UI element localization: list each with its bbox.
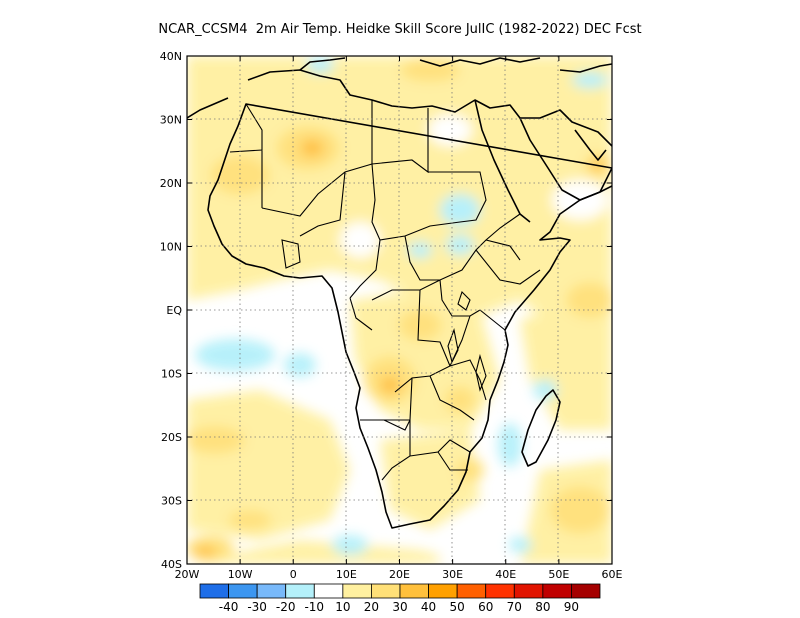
colorbar-label: 60 — [478, 600, 493, 614]
colorbar-label: 10 — [335, 600, 350, 614]
x-tick-label: 20W — [175, 568, 200, 581]
skill-score-field — [187, 56, 612, 564]
x-tick-label: 20E — [389, 568, 410, 581]
colorbar-swatch — [428, 583, 458, 599]
colorbar-swatch — [542, 583, 572, 599]
colorbar-swatch — [399, 583, 429, 599]
colorbar: -40 -30 -20 -10 10 20 30 40 50 60 70 80 90 — [199, 583, 601, 614]
y-tick-label: 30S — [161, 495, 182, 508]
colorbar-label: 50 — [450, 600, 465, 614]
y-tick-label: 10N — [160, 241, 182, 254]
y-tick-label: EQ — [166, 304, 182, 317]
x-tick-label: 50E — [548, 568, 569, 581]
y-tick-label: 30N — [160, 114, 182, 127]
y-tick-label: 40N — [160, 50, 182, 63]
colorbar-label: 40 — [421, 600, 436, 614]
x-tick-label: 10E — [336, 568, 357, 581]
x-tick-label: 60E — [602, 568, 623, 581]
colorbar-swatch — [513, 583, 544, 599]
x-tick-label: 10W — [228, 568, 253, 581]
coastlines-borders — [187, 57, 612, 529]
y-tick-label: 40S — [161, 558, 182, 571]
x-tick-label: 40E — [495, 568, 516, 581]
y-tick-label: 10S — [161, 368, 182, 381]
x-axis: 20W 10W 0 10E 20E 30E 40E 50E 60E — [175, 568, 623, 581]
colorbar-label: 20 — [364, 600, 379, 614]
colorbar-swatch — [285, 583, 315, 599]
x-tick-label: 0 — [290, 568, 297, 581]
colorbar-label: -10 — [304, 600, 324, 614]
y-axis: 40N 30N 20N 10N EQ 10S 20S 30S 40S — [160, 50, 183, 571]
colorbar-label: 30 — [392, 600, 407, 614]
colorbar-label: 90 — [564, 600, 579, 614]
colorbar-swatch — [256, 583, 287, 599]
colorbar-swatch — [485, 583, 515, 599]
y-tick-label: 20N — [160, 177, 182, 190]
colorbar-swatch — [571, 583, 601, 599]
colorbar-label: -40 — [219, 600, 239, 614]
colorbar-label: 70 — [507, 600, 522, 614]
y-tick-label: 20S — [161, 431, 182, 444]
colorbar-label: -20 — [276, 600, 296, 614]
colorbar-swatch — [456, 583, 487, 599]
colorbar-swatch — [371, 583, 401, 599]
colorbar-label: -30 — [247, 600, 267, 614]
colorbar-label: 80 — [535, 600, 550, 614]
colorbar-swatch — [342, 583, 372, 599]
chart-title: NCAR_CCSM4 2m Air Temp. Heidke Skill Sco… — [158, 22, 642, 37]
tick-marks — [186, 55, 613, 565]
colorbar-swatch — [228, 583, 258, 599]
x-tick-label: 30E — [442, 568, 463, 581]
map-grid — [187, 56, 612, 564]
colorbar-swatch — [199, 583, 229, 599]
colorbar-swatch — [313, 583, 344, 599]
